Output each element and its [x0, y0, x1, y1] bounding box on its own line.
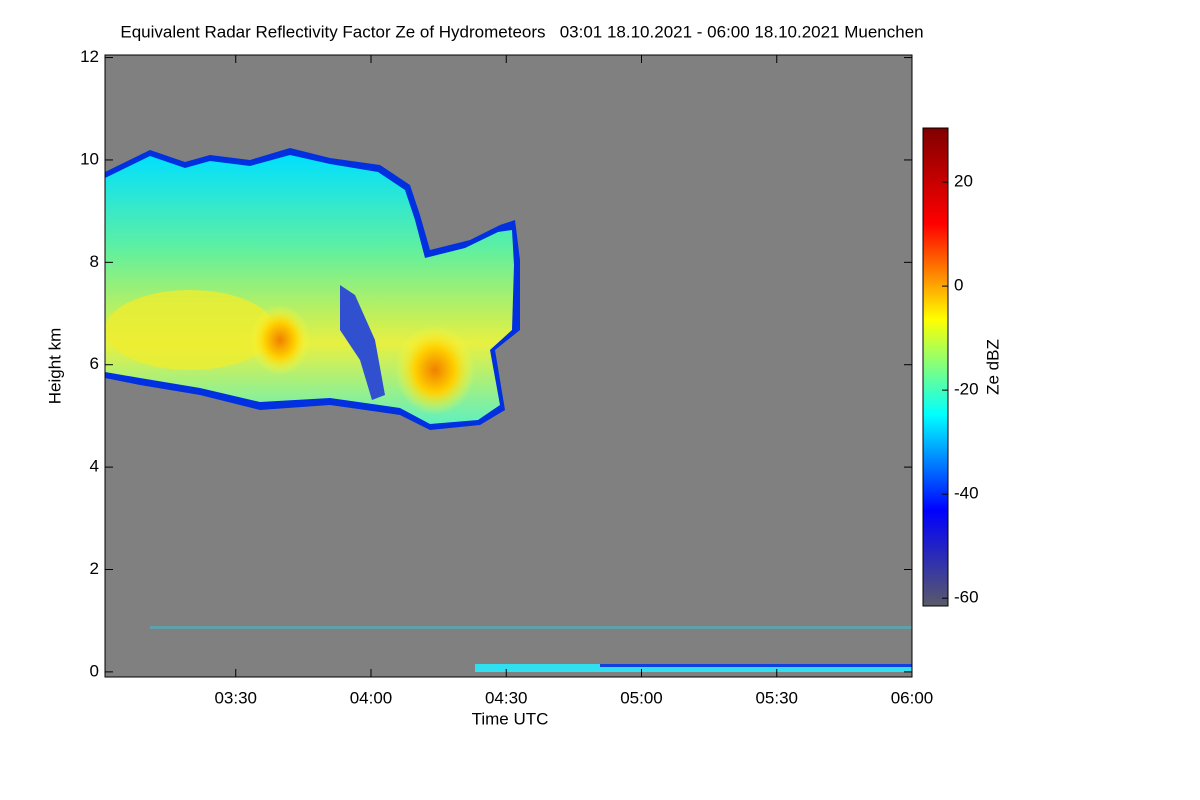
- colorbar-tick-label: 0: [954, 276, 963, 295]
- colorbar: [922, 127, 949, 607]
- x-tick-label: 05:30: [755, 688, 798, 707]
- y-tick-label: 6: [90, 354, 99, 373]
- plot-frame: [104, 54, 913, 678]
- y-tick-label: 4: [90, 457, 99, 476]
- y-tick-label: 8: [90, 252, 99, 271]
- x-axis-label: Time UTC: [472, 709, 549, 728]
- y-tick-label: 0: [90, 661, 99, 680]
- y-tick-label: 12: [80, 47, 99, 66]
- colorbar-tick-label: -40: [954, 484, 979, 503]
- chart-title: Equivalent Radar Reflectivity Factor Ze …: [120, 22, 923, 41]
- y-tick-label: 10: [80, 149, 99, 168]
- x-tick-label: 04:30: [485, 688, 528, 707]
- colorbar-tick-label: -60: [954, 588, 979, 607]
- y-tick-label: 2: [90, 559, 99, 578]
- colorbar-tick-label: 20: [954, 172, 973, 191]
- y-axis-label: Height km: [45, 328, 64, 405]
- colorbar-label: Ze dBZ: [983, 339, 1002, 395]
- x-tick-label: 05:00: [620, 688, 663, 707]
- x-tick-label: 06:00: [891, 688, 934, 707]
- radar-echo: [105, 148, 912, 672]
- colorbar-tick-label: -20: [954, 380, 979, 399]
- x-tick-label: 03:30: [214, 688, 257, 707]
- x-tick-label: 04:00: [350, 688, 393, 707]
